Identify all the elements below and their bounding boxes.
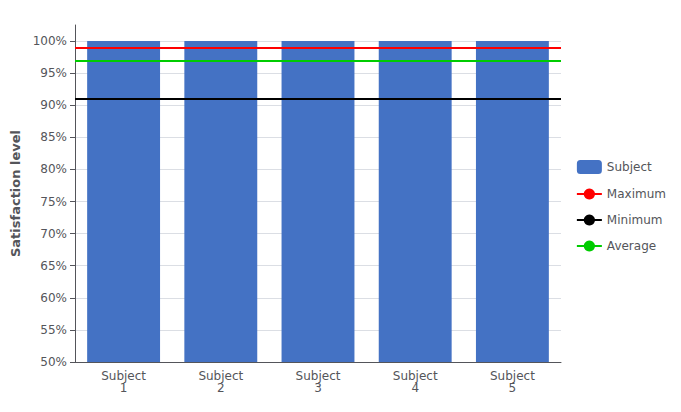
svg-text:95%: 95%	[40, 66, 67, 80]
svg-text:4: 4	[411, 381, 419, 395]
svg-text:Subject: Subject	[295, 369, 341, 383]
svg-text:75%: 75%	[40, 195, 67, 209]
svg-text:100%: 100%	[33, 34, 67, 48]
svg-text:Subject: Subject	[490, 369, 535, 383]
svg-text:Satisfaction level: Satisfaction level	[8, 130, 23, 257]
svg-text:3: 3	[314, 381, 322, 395]
svg-text:Subject: Subject	[607, 160, 652, 174]
svg-text:70%: 70%	[40, 227, 67, 241]
svg-text:Maximum: Maximum	[607, 187, 666, 201]
svg-text:55%: 55%	[40, 323, 67, 337]
svg-text:90%: 90%	[40, 98, 67, 112]
svg-text:1: 1	[120, 381, 128, 395]
svg-text:85%: 85%	[40, 130, 67, 144]
svg-text:Average: Average	[607, 239, 656, 253]
svg-text:5: 5	[509, 381, 517, 395]
svg-text:Subject: Subject	[198, 369, 244, 383]
svg-text:2: 2	[217, 381, 225, 395]
svg-text:60%: 60%	[40, 291, 67, 305]
svg-text:65%: 65%	[40, 259, 67, 273]
svg-text:80%: 80%	[40, 162, 67, 176]
svg-text:Subject: Subject	[101, 369, 146, 383]
svg-text:50%: 50%	[40, 355, 67, 369]
svg-text:Subject: Subject	[392, 369, 438, 383]
svg-text:Minimum: Minimum	[607, 213, 663, 227]
